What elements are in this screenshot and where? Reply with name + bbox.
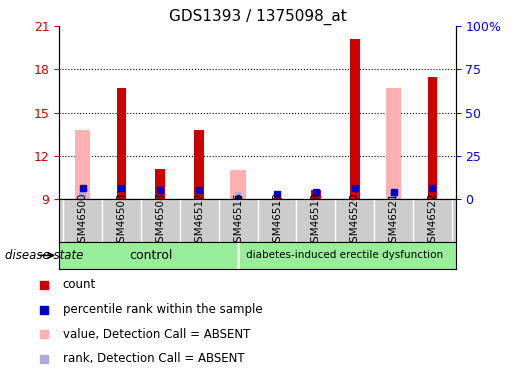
Text: GSM46522: GSM46522 [427, 192, 437, 249]
Text: value, Detection Call = ABSENT: value, Detection Call = ABSENT [63, 328, 250, 341]
Bar [75, 130, 90, 199]
Text: rank, Detection Call = ABSENT: rank, Detection Call = ABSENT [63, 352, 245, 365]
Bar [194, 130, 204, 199]
Text: GSM46500: GSM46500 [78, 192, 88, 249]
Bar [235, 192, 242, 199]
Text: percentile rank within the sample: percentile rank within the sample [63, 303, 263, 316]
Text: GSM46519: GSM46519 [311, 192, 321, 249]
Bar [390, 192, 397, 199]
Text: count: count [63, 279, 96, 291]
Bar [311, 190, 321, 199]
Text: diabetes-induced erectile dysfunction: diabetes-induced erectile dysfunction [246, 251, 443, 260]
Text: GSM46503: GSM46503 [116, 192, 126, 249]
Text: disease state: disease state [5, 249, 83, 262]
Title: GDS1393 / 1375098_at: GDS1393 / 1375098_at [168, 9, 347, 25]
Text: GSM46512: GSM46512 [194, 192, 204, 249]
Text: GSM46521: GSM46521 [389, 192, 399, 249]
Text: GSM46508: GSM46508 [156, 192, 165, 249]
Bar [386, 88, 401, 199]
Bar [272, 198, 282, 199]
Bar [230, 170, 246, 199]
Text: control: control [129, 249, 173, 262]
Bar [79, 192, 86, 199]
Text: GSM46518: GSM46518 [272, 192, 282, 249]
Text: GSM46520: GSM46520 [350, 192, 359, 249]
Bar [116, 88, 126, 199]
Bar [427, 76, 437, 199]
Text: GSM46516: GSM46516 [233, 192, 243, 249]
Bar [350, 39, 359, 199]
Bar [156, 169, 165, 199]
